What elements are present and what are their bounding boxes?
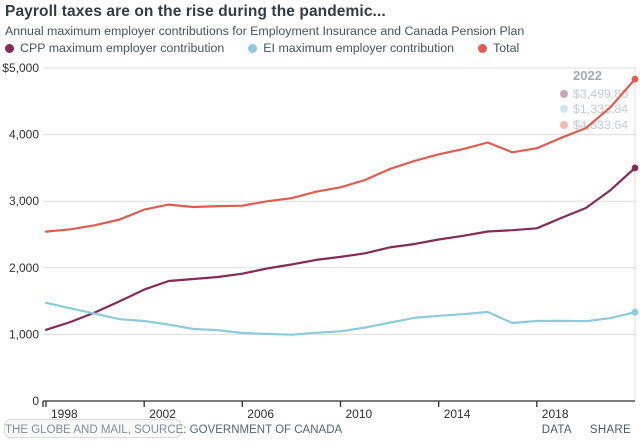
legend: CPP maximum employer contribution EI max… xyxy=(5,41,519,55)
x-axis-tick-label: 2010 xyxy=(346,407,373,421)
x-axis-tick-label: 2006 xyxy=(247,407,274,421)
legend-label-cpp: CPP maximum employer contribution xyxy=(20,41,225,55)
series-end-dot-ei xyxy=(631,308,639,316)
ei-series-dot-icon xyxy=(560,105,568,114)
legend-label-ei: EI maximum employer contribution xyxy=(263,41,455,55)
y-axis-tick-label: 0 xyxy=(32,394,39,408)
tooltip-value-ei: $1,333.84 xyxy=(573,102,629,117)
total-series-dot-icon xyxy=(560,120,568,129)
chart-title: Payroll taxes are on the rise during the… xyxy=(5,3,386,20)
share-link[interactable]: SHARE xyxy=(589,424,631,436)
tooltip-row-cpp: $3,499.80 xyxy=(560,86,628,102)
total-series-dot-icon xyxy=(478,43,488,53)
series-line-cpp xyxy=(44,166,637,331)
tooltip-row-ei: $1,333.84 xyxy=(560,102,628,118)
series-line-total xyxy=(44,77,637,233)
x-axis-tick-label: 2002 xyxy=(149,407,176,421)
tooltip-value-total: $4,833.64 xyxy=(573,117,629,132)
series-end-dot-cpp xyxy=(631,164,639,172)
tooltip-year-label: 2022 xyxy=(573,68,602,83)
x-axis-tick-label: 1998 xyxy=(51,407,78,421)
source-credit: THE GLOBE AND MAIL, SOURCE: GOVERNMENT O… xyxy=(5,424,343,436)
ei-series-dot-icon xyxy=(248,43,258,53)
hover-tooltip-2022: 2022 $3,499.80 $1,333.84 $4,833.64 xyxy=(556,66,633,136)
y-axis-tick-label: 4,000 xyxy=(9,128,39,142)
data-link[interactable]: DATA xyxy=(541,424,572,436)
series-line-ei xyxy=(44,301,637,336)
tooltip-value-cpp: $3,499.80 xyxy=(573,86,629,101)
chart-subtitle: Annual maximum employer contributions fo… xyxy=(5,24,525,38)
y-axis-tick-label: $5,000 xyxy=(2,61,39,75)
legend-item-total[interactable]: Total xyxy=(478,41,519,55)
cpp-series-dot-icon xyxy=(5,43,14,53)
series-end-dot-total xyxy=(631,75,639,83)
footer-links: DATA SHARE xyxy=(542,424,631,436)
legend-label-total: Total xyxy=(493,41,520,55)
y-axis-tick-label: 2,000 xyxy=(9,261,39,275)
tooltip-row-total: $4,833.64 xyxy=(560,117,628,133)
legend-item-ei[interactable]: EI maximum employer contribution xyxy=(248,41,454,55)
y-axis-tick-label: 1,000 xyxy=(9,327,39,341)
y-axis-tick-label: 3,000 xyxy=(9,194,39,208)
legend-item-cpp[interactable]: CPP maximum employer contribution xyxy=(5,41,224,55)
x-axis-tick-label: 2014 xyxy=(444,407,471,421)
cpp-series-dot-icon xyxy=(560,89,568,98)
x-axis-tick-label: 2018 xyxy=(542,407,569,421)
